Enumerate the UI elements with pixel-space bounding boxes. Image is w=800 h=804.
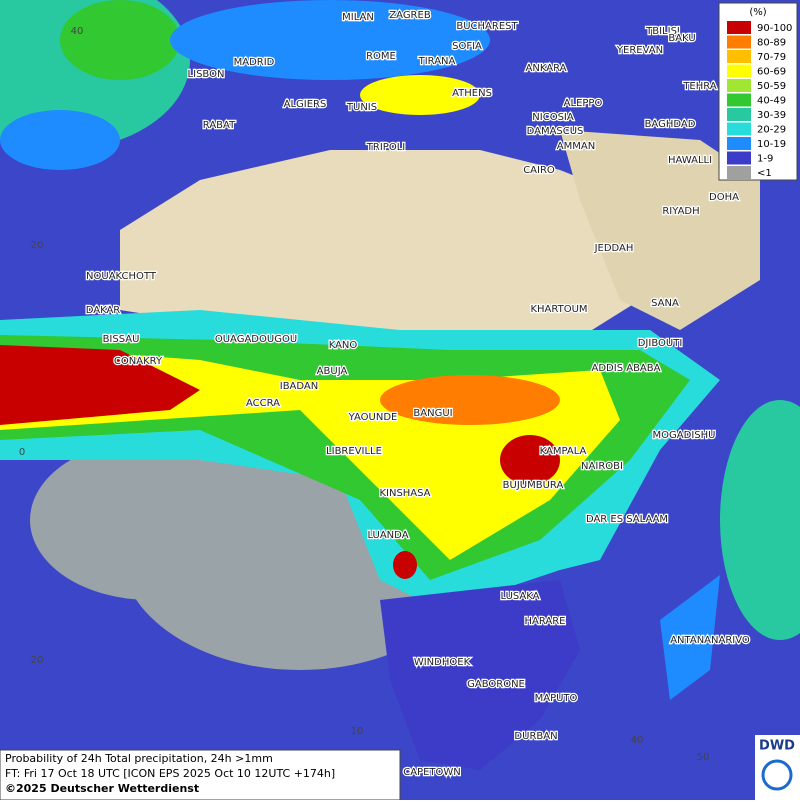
grid-label: 0 [19,447,25,458]
city-label: BAKU [668,33,695,44]
legend-label: 60-69 [757,67,786,78]
city-label: KAMPALA [540,446,587,457]
city-label: SANA [651,298,679,309]
city-label: CAPETOWN [403,767,461,778]
legend-swatch [727,64,751,78]
city-label: KINSHASA [379,488,430,499]
city-label: MOGADISHU [653,430,716,441]
legend-label: 20-29 [757,125,786,136]
legend-label: 70-79 [757,52,786,63]
grid-label: 40 [71,26,84,37]
city-label: NICOSIA [532,112,574,123]
city-label: KANO [329,340,358,351]
city-label: ATHENS [452,88,492,99]
logo: DWD [759,739,795,754]
legend-swatch [727,79,751,92]
city-label: ADDIS ABABA [592,363,661,374]
city-label: CAIRO [523,165,555,176]
city-label: RABAT [203,120,236,131]
city-label: KHARTOUM [530,304,587,315]
legend-swatch [727,151,751,165]
city-label: DURBAN [514,731,557,742]
city-label: CONAKRY [114,356,163,367]
city-label: DAMASCUS [527,126,584,137]
city-label: IBADAN [280,381,319,392]
city-label: YEREVAN [616,45,663,56]
city-label: NOUAKCHOTT [86,271,157,282]
city-label: ANKARA [526,63,567,74]
legend-label: 80-89 [757,38,786,49]
legend-label: <1 [757,168,772,179]
city-label: BISSAU [103,334,140,345]
city-label: ZAGREB [389,10,431,21]
city-label: MAPUTO [535,693,578,704]
logo-icon [761,759,793,791]
city-label: TEHRA [682,81,716,92]
legend-label: 40-49 [757,96,786,107]
legend-swatch [727,50,751,63]
city-label: LUSAKA [501,591,540,602]
city-label: ANTANANARIVO [670,635,750,646]
grid-label: 20 [31,240,44,251]
city-label: BAGHDAD [645,119,696,130]
precip-field [0,0,800,700]
legend-swatch [727,122,751,136]
city-label: BUCHAREST [456,21,518,32]
legend-label: 1-9 [757,154,773,165]
city-label: YAOUNDE [348,412,398,423]
caption-line: ©2025 Deutscher Wetterdienst [5,782,199,795]
city-label: MILAN [342,12,374,23]
city-label: NAIROBI [581,461,623,472]
city-label: WINDHOEK [414,657,471,668]
city-label: AMMAN [557,141,595,152]
city-label: JEDDAH [594,243,634,254]
legend-label: 10-19 [757,139,786,150]
legend-swatch [727,166,751,179]
legend-label: 50-59 [757,81,786,92]
city-label: ABUJA [317,366,348,377]
city-label: DAR ES SALAAM [586,514,668,525]
caption-line: Probability of 24h Total precipitation, … [5,752,273,765]
grid-label: 20 [31,655,44,666]
city-label: LIBREVILLE [326,446,382,457]
legend-swatch [727,137,751,150]
city-label: HAWALLI [668,155,712,166]
legend-swatch [727,108,751,121]
legend-label: 30-39 [757,110,786,121]
city-label: SOFIA [452,41,482,52]
city-label: TBILISI [645,26,680,37]
grid-label: 10 [351,726,364,737]
city-label: TIRANA [418,56,456,67]
city-label: LISBON [188,69,225,80]
city-label: ALGIERS [284,99,327,110]
city-label: LUANDA [367,530,408,541]
city-label: BANGUI [413,408,452,419]
city-label: ACCRA [246,398,280,409]
city-label: BUJUMBURA [503,480,564,491]
legend-label: 90-100 [757,23,792,34]
city-label: HARARE [524,616,565,627]
legend-swatch [727,21,751,34]
grid-label: 50 [697,752,710,763]
legend-title: (%) [749,7,766,18]
city-label: MADRID [234,57,275,68]
city-label: TUNIS [346,102,377,113]
grid-label: 40 [631,735,644,746]
legend-swatch [727,35,751,49]
city-label: ROME [366,51,396,62]
city-label: RIYADH [662,206,699,217]
city-label: DAKAR [86,305,121,316]
city-label: GABORONE [467,679,525,690]
city-label: TRIPOLI [366,142,405,153]
city-label: OUAGADOUGOU [215,334,297,345]
legend-swatch [727,93,751,107]
city-label: ALEPPO [564,98,603,109]
city-label: DJIBOUTI [638,338,683,349]
caption-line: FT: Fri 17 Oct 18 UTC [ICON EPS 2025 Oct… [5,767,335,780]
city-label: DOHA [709,192,739,203]
